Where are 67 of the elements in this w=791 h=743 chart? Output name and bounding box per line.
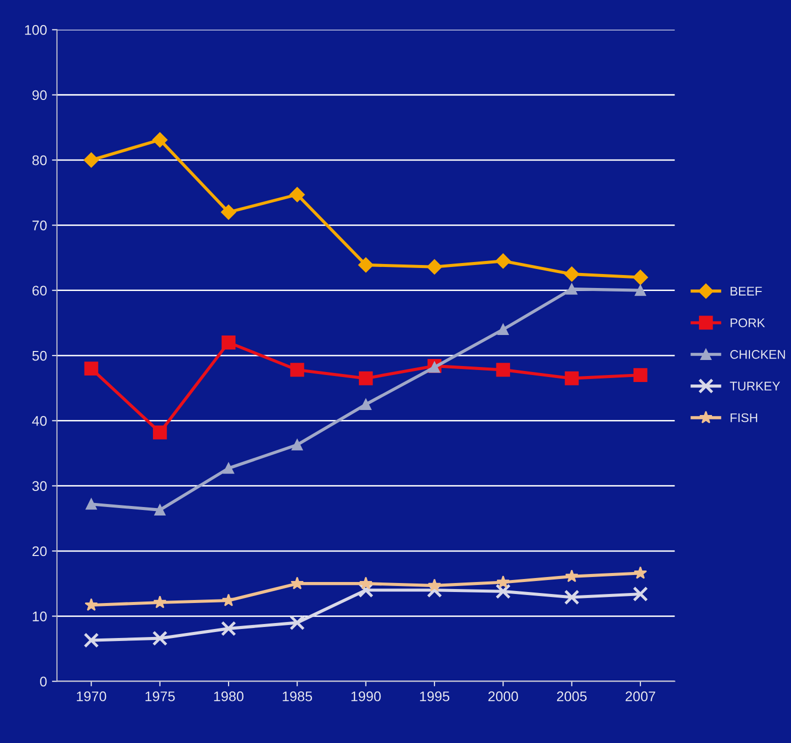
point [152,132,168,148]
point [292,439,303,450]
point [152,425,167,440]
point [496,362,510,377]
legend-label: TURKEY [730,382,780,391]
point [153,596,167,608]
point [498,324,509,336]
point [154,504,166,516]
legend-label: PORK [730,318,765,328]
y-tick-label: 90 [32,90,47,100]
point [220,620,236,636]
x-tick-label: 1980 [214,691,244,702]
point [634,566,648,579]
point [564,266,580,282]
y-tick-label: 80 [32,155,47,166]
y-tick-label: 50 [32,350,47,361]
x-tick-label: 1975 [146,691,175,702]
y-tick-label: 30 [32,481,47,492]
point [86,498,97,510]
point [496,575,510,588]
y-tick-label: 70 [32,220,47,230]
point [428,578,442,592]
y-tick-label: 20 [32,546,47,556]
point [84,152,99,168]
point [290,615,305,630]
point [84,598,98,611]
y-tick-label: 0 [40,676,47,686]
point [152,630,168,646]
point [290,576,304,590]
x-tick-label: 2005 [557,691,587,702]
point [358,371,373,386]
point [290,362,304,377]
point [566,284,578,295]
point [564,371,579,386]
x-tick-label: 1985 [282,691,312,702]
point [632,270,648,285]
point [428,362,440,373]
x-tick-label: 2000 [488,691,518,702]
legend-label: BEEF [730,286,762,296]
point [565,569,578,582]
point [222,336,236,350]
point [634,284,646,296]
point [358,257,374,273]
point [564,590,580,605]
y-tick-label: 100 [25,25,47,35]
y-tick-label: 40 [32,416,47,426]
legend-label: CHICKEN [730,350,785,359]
x-tick-label: 1970 [76,691,106,702]
point [632,586,648,602]
point [84,632,99,648]
legend-label: FISH [730,413,758,422]
point [220,204,236,220]
y-tick-label: 10 [32,612,47,622]
point [290,187,305,202]
point [84,362,98,376]
point [496,253,511,269]
x-tick-label: 1995 [420,691,450,702]
point [426,259,442,274]
point [359,576,372,590]
point [495,584,511,600]
y-tick-label: 60 [32,286,47,296]
point [222,594,236,606]
point [633,368,648,382]
point [360,398,372,410]
x-tick-label: 2007 [626,691,656,702]
point [223,462,234,474]
x-tick-label: 1990 [351,691,381,702]
